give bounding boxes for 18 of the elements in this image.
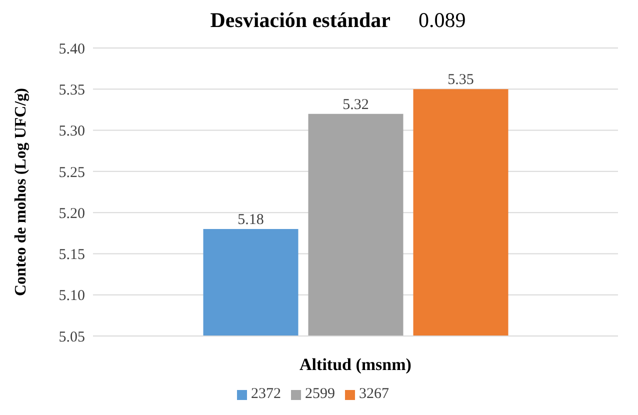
y-tick-label: 5.20 <box>58 206 85 222</box>
y-tick-label: 5.25 <box>58 164 85 181</box>
legend-label: 2599 <box>305 386 335 402</box>
data-label: 5.18 <box>238 212 264 228</box>
text: 0.089 <box>418 8 466 32</box>
y-tick-label: 5.35 <box>58 82 85 98</box>
y-tick-label: 5.10 <box>58 288 85 304</box>
chart-title: Desviación estándar <box>210 8 390 32</box>
y-axis-title: Conteo de mohos (Log UFC/g) <box>12 88 30 296</box>
legend-label: 2372 <box>251 386 281 402</box>
legend-label: 3267 <box>359 386 389 402</box>
data-label: 5.35 <box>448 72 474 88</box>
data-label: 5.32 <box>342 96 369 113</box>
y-tick-label: 5.05 <box>58 329 85 346</box>
y-tick-label: 5.30 <box>58 124 85 140</box>
y-tick-label: 5.40 <box>58 41 85 58</box>
x-axis-title: Altitud (msnm) <box>300 355 412 374</box>
y-tick-label: 5.15 <box>58 247 85 264</box>
